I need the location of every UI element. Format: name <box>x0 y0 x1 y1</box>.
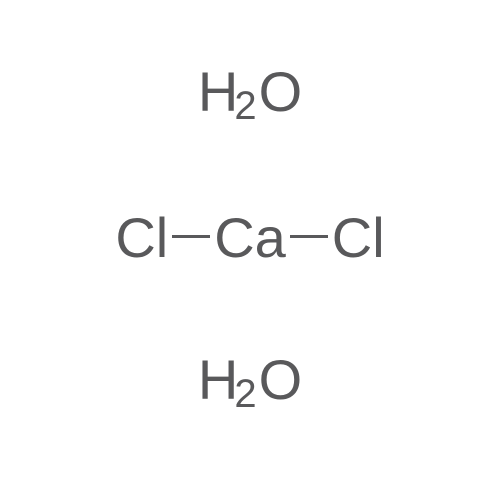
calcium-atom: Ca <box>214 210 286 266</box>
water-molecule-top: H 2 O <box>0 64 500 120</box>
chlorine-atom-right: Cl <box>332 210 385 266</box>
subscript-two: 2 <box>234 84 256 129</box>
oxygen-atom: O <box>259 64 303 120</box>
chemical-structure-diagram: H 2 O Cl Ca Cl H 2 O <box>0 0 500 500</box>
oxygen-atom: O <box>259 352 303 408</box>
chlorine-atom-left: Cl <box>115 210 168 266</box>
bond-right <box>290 235 328 238</box>
subscript-two: 2 <box>234 372 256 417</box>
water-molecule-bottom: H 2 O <box>0 352 500 408</box>
hydrogen-atom: H <box>198 64 238 120</box>
hydrogen-atom: H <box>198 352 238 408</box>
calcium-chloride-molecule: Cl Ca Cl <box>0 210 500 266</box>
bond-left <box>172 235 210 238</box>
